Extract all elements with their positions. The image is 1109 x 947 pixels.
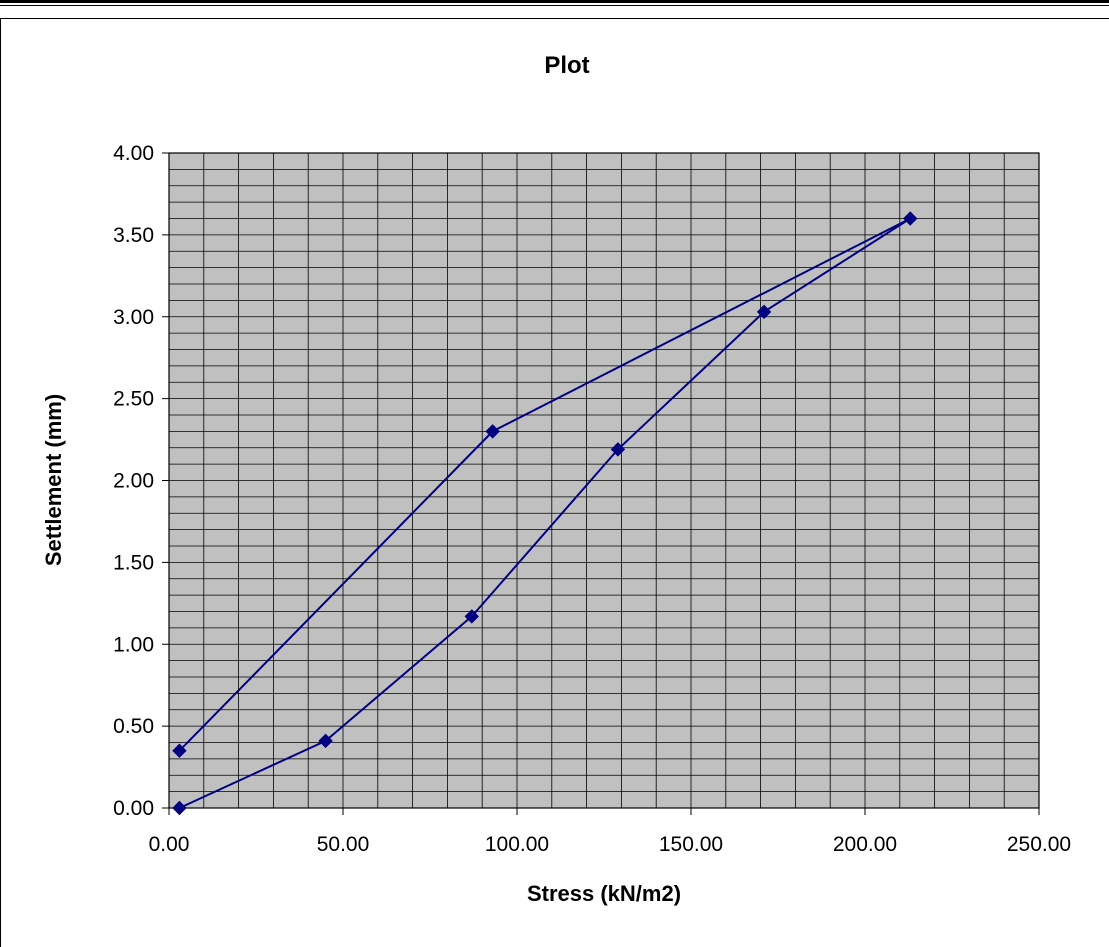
x-tick-label: 250.00 [1007,833,1071,856]
y-tick-label: 1.50 [113,551,154,574]
y-tick-label: 0.00 [113,797,154,820]
y-tick-label: 0.50 [113,715,154,738]
chart-title: Plot [544,52,589,79]
data-point-marker [756,304,772,320]
data-point-marker [610,442,626,457]
top-border-thin [0,5,1109,6]
x-tick-label: 200.00 [833,833,897,856]
y-tick-label: 3.50 [113,224,154,247]
data-point-marker [172,800,187,816]
x-tick-label: 100.00 [485,833,549,856]
axis-ticks: 0.00 50.00 100.00 150.00 200.00 250.00 0.00 0.5… [113,142,1071,856]
grid-lines [169,153,1039,808]
y-axis-title: Settlement (mm) [41,394,66,566]
data-point-marker [464,609,479,624]
data-point-marker [485,424,500,439]
y-tick-label: 1.00 [113,633,154,656]
y-tick-label: 2.50 [113,388,154,411]
series-group [172,211,918,816]
data-point-marker [172,743,187,758]
x-axis-title: Stress (kN/m2) [527,881,681,906]
x-tick-label: 150.00 [659,833,723,856]
series-line-0 [178,217,911,809]
chart-frame [0,18,1109,947]
x-tick-label: 50.00 [317,833,370,856]
data-point-marker [903,211,918,226]
data-point-marker [318,733,333,749]
x-tick-label: 0.00 [149,833,190,856]
y-tick-label: 4.00 [113,142,154,165]
y-tick-label: 3.00 [113,306,154,329]
y-tick-label: 2.00 [113,470,154,493]
top-border-thick [0,0,1109,3]
